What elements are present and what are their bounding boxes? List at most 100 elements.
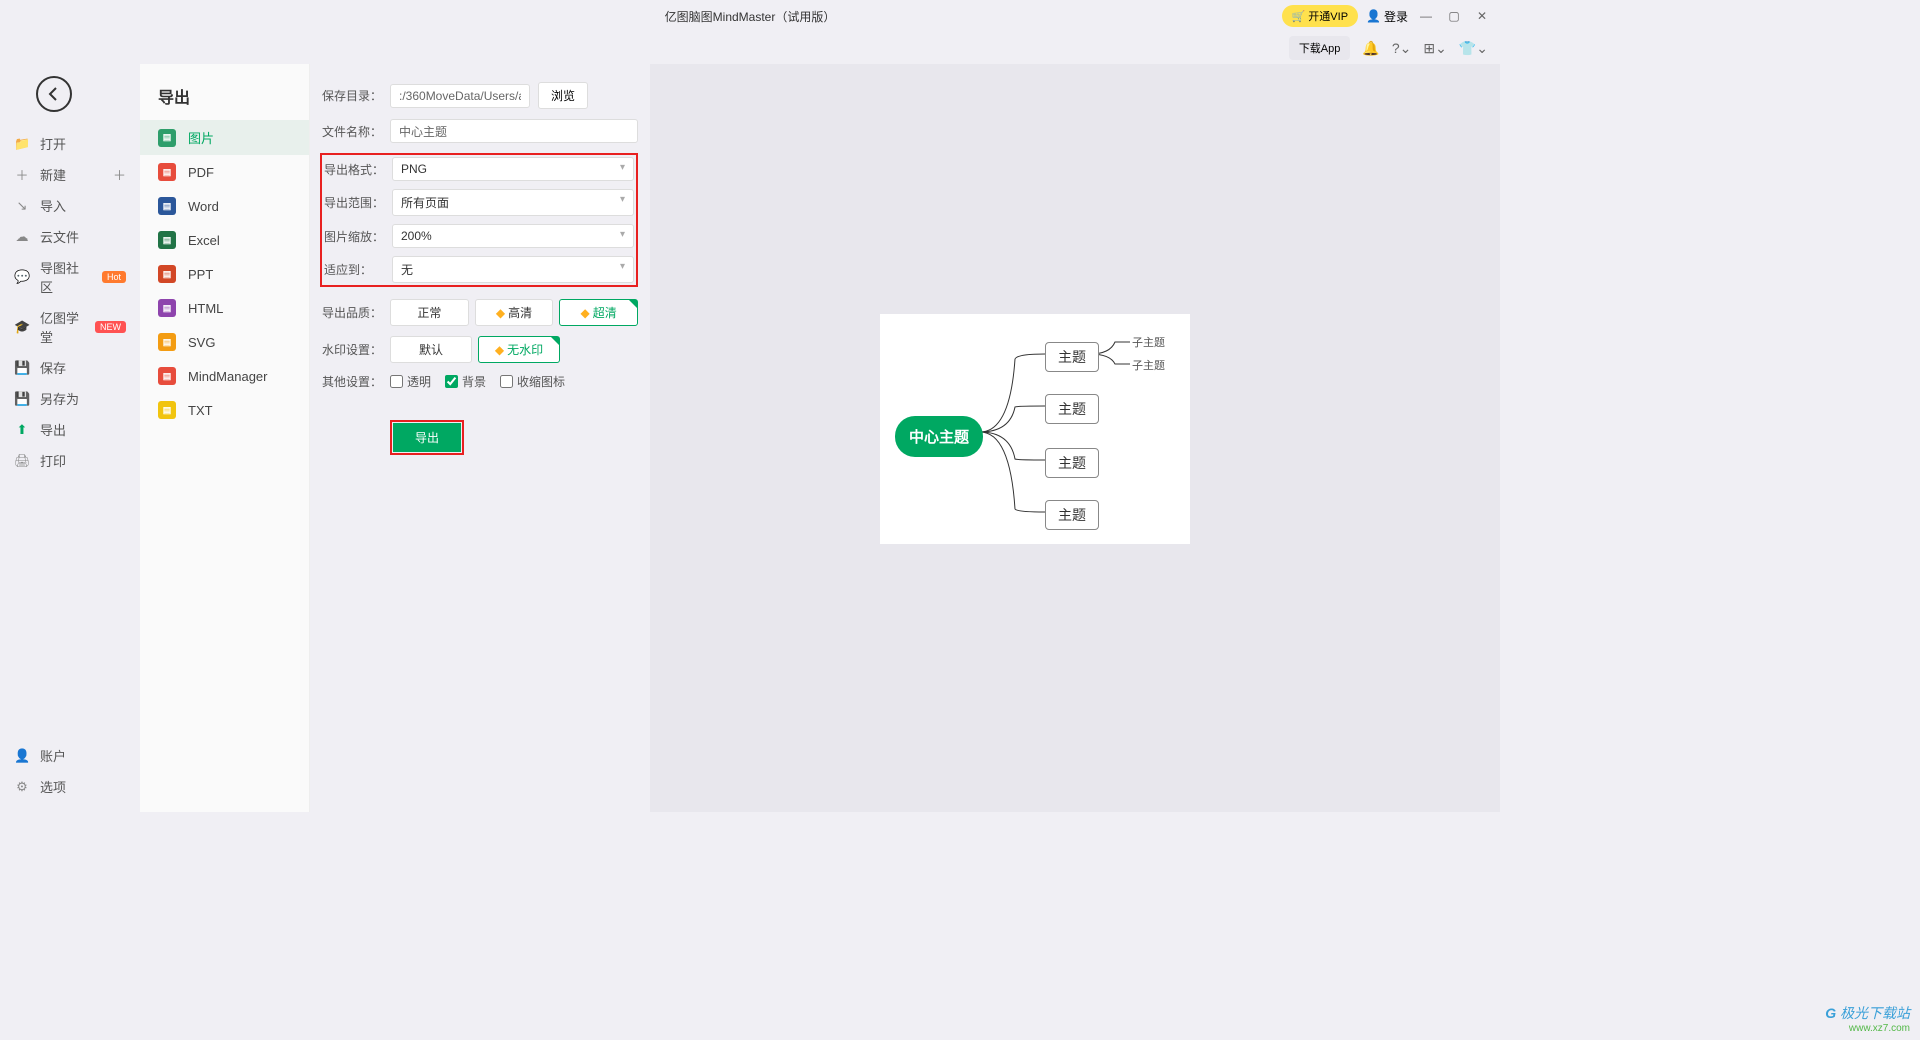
file-type-icon: ▤ [158, 299, 176, 317]
minimize-icon[interactable]: — [1416, 6, 1436, 26]
format-select[interactable]: PNG [392, 157, 634, 181]
file-type-icon: ▤ [158, 367, 176, 385]
sidebar-item-label: 云文件 [40, 227, 79, 246]
background-checkbox[interactable]: 背景 [445, 373, 486, 390]
other-label: 其他设置： [322, 373, 382, 390]
menu-icon: 💬 [14, 269, 30, 285]
vip-label: 开通VIP [1308, 8, 1348, 24]
browse-button[interactable]: 浏览 [538, 82, 588, 109]
sidebar-item-label: 亿图学堂 [40, 308, 81, 346]
sidebar-item-云文件[interactable]: ☁云文件 [0, 221, 140, 252]
menu-icon: ↘ [14, 198, 30, 214]
format-label: PDF [188, 165, 214, 180]
new-badge: NEW [95, 321, 126, 333]
sidebar-item-label: 导图社区 [40, 258, 88, 296]
transparent-label: 透明 [407, 373, 431, 390]
export-format-PPT[interactable]: ▤PPT [140, 257, 309, 291]
watermark-none-button[interactable]: ◆无水印 [478, 336, 560, 363]
sidebar-item-导出[interactable]: ⬆导出 [0, 414, 140, 445]
download-app-button[interactable]: 下载App [1289, 36, 1351, 60]
watermark-logo: 极光下载站 [1840, 1005, 1910, 1021]
range-select[interactable]: 所有页面 [392, 189, 634, 216]
sidebar-item-label: 保存 [40, 358, 66, 377]
export-format-MindManager[interactable]: ▤MindManager [140, 359, 309, 393]
quality-normal-button[interactable]: 正常 [390, 299, 469, 326]
close-icon[interactable]: ✕ [1472, 6, 1492, 26]
export-format-SVG[interactable]: ▤SVG [140, 325, 309, 359]
transparent-checkbox[interactable]: 透明 [390, 373, 431, 390]
sidebar-item-导入[interactable]: ↘导入 [0, 190, 140, 221]
titlebar: 亿图脑图MindMaster（试用版） 🛒 开通VIP 👤 登录 — ▢ ✕ [0, 0, 1500, 32]
login-label: 登录 [1384, 8, 1408, 25]
sidebar-item-label: 另存为 [40, 389, 79, 408]
diamond-icon: ◆ [495, 343, 504, 357]
mindmap-topic-node: 主题 [1045, 394, 1099, 424]
vip-button[interactable]: 🛒 开通VIP [1282, 5, 1358, 27]
menu-icon: 📁 [14, 136, 30, 152]
mindmap-center-node: 中心主题 [895, 416, 983, 457]
sidebar-item-选项[interactable]: ⚙选项 [0, 771, 140, 802]
export-format-Excel[interactable]: ▤Excel [140, 223, 309, 257]
help-icon[interactable]: ?⌄ [1392, 40, 1412, 57]
app-title: 亿图脑图MindMaster（试用版） [665, 8, 836, 25]
menu-icon: ＋ [14, 165, 30, 184]
site-watermark: G 极光下载站 www.xz7.com [1825, 1003, 1910, 1034]
hot-badge: Hot [102, 271, 126, 283]
sidebar-item-保存[interactable]: 💾 保存 [0, 352, 140, 383]
collapse-icon-checkbox[interactable]: 收缩图标 [500, 373, 565, 390]
maximize-icon[interactable]: ▢ [1444, 6, 1464, 26]
sidebar-item-账户[interactable]: 👤账户 [0, 740, 140, 771]
export-format-PDF[interactable]: ▤PDF [140, 155, 309, 189]
export-format-图片[interactable]: ▤图片 [140, 120, 309, 155]
export-format-HTML[interactable]: ▤HTML [140, 291, 309, 325]
file-name-input[interactable] [390, 119, 638, 143]
bell-icon[interactable]: 🔔 [1362, 40, 1379, 57]
apps-icon[interactable]: ⊞⌄ [1423, 40, 1446, 57]
arrow-left-icon [45, 85, 63, 103]
sidebar-item-label: 新建 [40, 165, 66, 184]
mindmap-sub-node: 子主题 [1132, 357, 1165, 373]
file-type-icon: ▤ [158, 197, 176, 215]
format-label: Excel [188, 233, 220, 248]
save-dir-input[interactable] [390, 84, 530, 108]
scale-label: 图片缩放： [324, 228, 384, 245]
background-label: 背景 [462, 373, 486, 390]
quality-hd-button[interactable]: ◆高清 [475, 299, 554, 326]
shirt-icon[interactable]: 👕⌄ [1459, 40, 1488, 57]
mindmap-topic-node: 主题 [1045, 342, 1099, 372]
sidebar-item-打印[interactable]: 🖨打印 [0, 445, 140, 476]
sidebar-item-label: 选项 [40, 777, 66, 796]
watermark-default-button[interactable]: 默认 [390, 336, 472, 363]
watermark-url: www.xz7.com [1825, 1023, 1910, 1034]
login-button[interactable]: 👤 登录 [1366, 8, 1408, 25]
sidebar-item-另存为[interactable]: 💾另存为 [0, 383, 140, 414]
export-format-Word[interactable]: ▤Word [140, 189, 309, 223]
quality-uhd-button[interactable]: ◆超清 [559, 299, 638, 326]
sidebar-item-导图社区[interactable]: 💬 导图社区 Hot [0, 252, 140, 302]
menu-icon: 🖨 [14, 453, 30, 469]
quality-uhd-label: 超清 [593, 306, 617, 320]
format-label: 图片 [188, 128, 214, 147]
preview-canvas: 中心主题 主题 主题 主题 主题 子主题 子主题 [880, 314, 1190, 544]
sidebar-item-新建[interactable]: ＋ 新建 ＋ [0, 159, 140, 190]
preview-panel: 中心主题 主题 主题 主题 主题 子主题 子主题 [650, 64, 1500, 812]
file-type-icon: ▤ [158, 401, 176, 419]
adapt-select[interactable]: 无 [392, 256, 634, 283]
scale-select[interactable]: 200% [392, 224, 634, 248]
mindmap-topic-node: 主题 [1045, 448, 1099, 478]
sidebar-item-label: 账户 [40, 746, 66, 765]
save-dir-label: 保存目录： [322, 87, 382, 104]
plus-icon[interactable]: ＋ [113, 165, 126, 184]
menu-icon: 💾 [14, 360, 30, 376]
format-label: PPT [188, 267, 213, 282]
export-title: 导出 [140, 64, 309, 120]
sidebar-item-打开[interactable]: 📁 打开 [0, 128, 140, 159]
watermark-none-label: 无水印 [507, 343, 543, 357]
back-button[interactable] [36, 76, 72, 112]
export-button[interactable]: 导出 [393, 423, 461, 452]
export-format-TXT[interactable]: ▤TXT [140, 393, 309, 427]
mindmap-topic-node: 主题 [1045, 500, 1099, 530]
sidebar-item-亿图学堂[interactable]: 🎓亿图学堂NEW [0, 302, 140, 352]
sidebar-item-label: 打开 [40, 134, 66, 153]
range-label: 导出范围： [324, 194, 384, 211]
